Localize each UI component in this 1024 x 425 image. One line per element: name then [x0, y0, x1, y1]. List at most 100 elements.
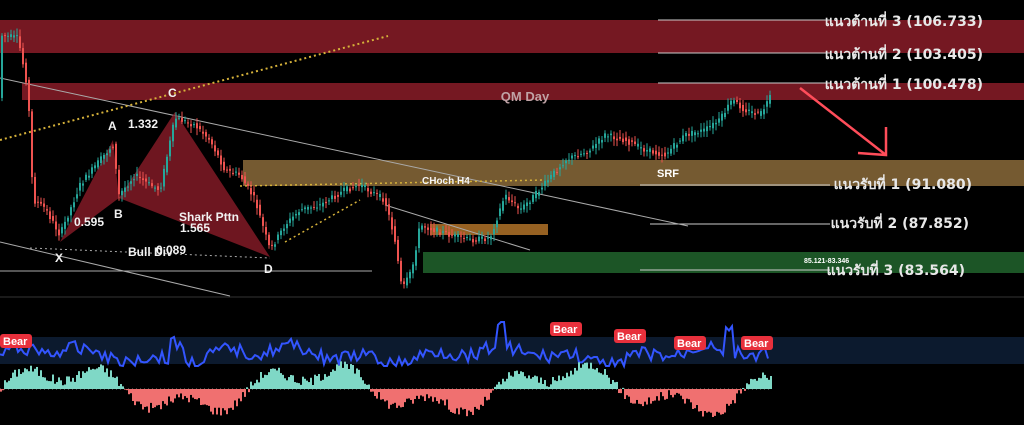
dotted-trend-mid [284, 199, 361, 243]
hist-bar [156, 389, 158, 406]
hist-bar [424, 389, 426, 402]
candle [112, 146, 114, 148]
candle [94, 165, 96, 169]
hist-bar [680, 389, 682, 396]
candle [163, 168, 165, 187]
candle [706, 126, 708, 132]
hist-bar [522, 372, 524, 389]
candle [379, 194, 381, 197]
hist-bar [462, 389, 464, 410]
candle [544, 180, 546, 187]
hist-bar [280, 373, 282, 389]
hist-bar [608, 377, 610, 389]
hist-bar [44, 377, 46, 389]
hist-bar [166, 389, 168, 406]
candle [736, 100, 738, 102]
hist-bar [246, 387, 248, 389]
hist-bar [136, 389, 138, 402]
hist-bar [96, 368, 98, 389]
hist-bar [378, 389, 380, 393]
hist-bar [376, 389, 378, 399]
hist-bar [88, 367, 90, 389]
candle [517, 205, 519, 209]
candle [175, 118, 177, 128]
candle [562, 165, 564, 167]
hist-bar [394, 389, 396, 403]
hist-bar [272, 368, 274, 389]
candle [577, 156, 579, 158]
hist-bar [12, 372, 14, 389]
resistance-1-label: แนวต้านที่ 1 (100.478) [825, 74, 983, 93]
candle [733, 100, 735, 104]
hist-bar [538, 382, 540, 389]
support-3-label: แนวรับที่ 3 (83.564) [827, 260, 965, 279]
candle [295, 213, 297, 216]
hist-bar [278, 367, 280, 389]
candle [382, 198, 384, 202]
hist-bar [470, 389, 472, 412]
candle [478, 236, 480, 242]
hist-bar [70, 381, 72, 389]
candles-layer [1, 28, 771, 289]
hist-bar [534, 375, 536, 389]
candle [85, 174, 87, 180]
candle [358, 184, 360, 186]
hist-bar [84, 372, 86, 389]
hist-bar [660, 389, 662, 393]
hist-bar [606, 374, 608, 389]
hist-bar [400, 389, 402, 408]
hist-bar [624, 389, 626, 399]
candle [202, 131, 204, 134]
hist-bar [416, 389, 418, 396]
candle [439, 232, 441, 235]
hist-bar [634, 389, 636, 404]
candle [682, 135, 684, 142]
hist-bar [670, 389, 672, 396]
hist-bar [558, 375, 560, 389]
hist-bar [380, 389, 382, 400]
candle [73, 202, 75, 208]
hist-bar [458, 389, 460, 415]
hist-bar [94, 369, 96, 389]
hist-bar [2, 389, 4, 391]
hist-bar [750, 378, 752, 389]
candle [691, 130, 693, 136]
candle [754, 113, 756, 115]
resistance-zone-qm-day [22, 83, 1024, 100]
hist-bar [618, 389, 620, 394]
candle [256, 199, 258, 209]
hist-bar [706, 389, 708, 413]
candle [259, 204, 261, 216]
candle [142, 178, 144, 180]
candle [766, 101, 768, 107]
hist-bar [664, 389, 666, 400]
candle [328, 200, 330, 202]
candle [391, 217, 393, 230]
hist-bar [554, 380, 556, 389]
hist-bar [346, 364, 348, 389]
hist-bar [126, 389, 128, 391]
candle [385, 198, 387, 206]
hist-bar [66, 376, 68, 389]
hist-bar [456, 389, 458, 409]
candle [442, 231, 444, 233]
hist-bar [270, 368, 272, 389]
hist-bar [24, 368, 26, 389]
hist-bar [630, 389, 632, 403]
hist-bar [230, 389, 232, 408]
candle [289, 218, 291, 223]
candle [193, 124, 195, 126]
hist-bar [46, 380, 48, 389]
hist-bar [322, 379, 324, 389]
hist-bar [526, 378, 528, 389]
hist-bar [354, 373, 356, 389]
hist-bar [118, 385, 120, 389]
hist-bar [528, 375, 530, 389]
hist-bar [700, 389, 702, 412]
hist-bar [580, 367, 582, 389]
candle [370, 191, 372, 194]
hist-bar [468, 389, 470, 411]
hist-bar [98, 367, 100, 389]
candle [115, 143, 117, 169]
